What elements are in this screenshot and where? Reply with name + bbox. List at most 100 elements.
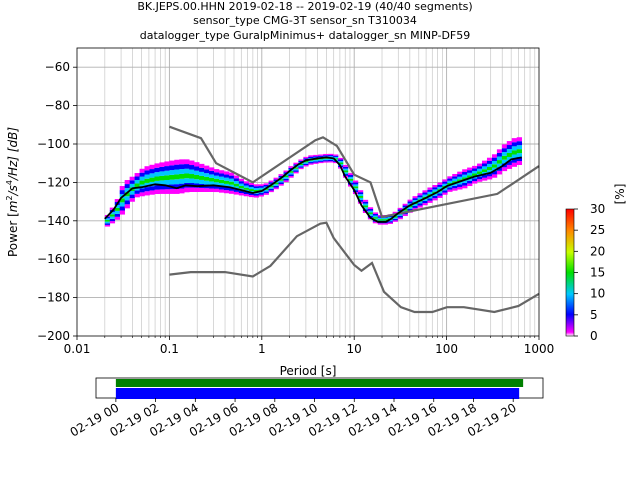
- ppsd-cell: [283, 180, 289, 183]
- ppsd-cell: [352, 188, 359, 191]
- ppsd-cell: [164, 161, 170, 167]
- ppsd-cell: [482, 163, 488, 167]
- ppsd-cell: [174, 189, 180, 194]
- ppsd-cell: [238, 183, 245, 186]
- ppsd-cell: [402, 209, 408, 211]
- x-tick-label: 100: [435, 342, 458, 356]
- ppsd-cell: [114, 213, 121, 217]
- ppsd-cell: [447, 182, 453, 186]
- ppsd-cell: [323, 155, 329, 157]
- ppsd-cell: [174, 184, 180, 190]
- ppsd-cell: [263, 184, 269, 187]
- ppsd-cell: [129, 198, 135, 202]
- ylabel-s: /s: [6, 185, 20, 196]
- ppsd-cell: [223, 174, 230, 178]
- ppsd-cell: [496, 149, 503, 153]
- ppsd-cell: [467, 180, 473, 184]
- ppsd-cell: [223, 177, 230, 181]
- ppsd-cell: [194, 187, 200, 192]
- ppsd-cell: [318, 155, 324, 157]
- ppsd-cell: [139, 188, 145, 193]
- ppsd-cell: [278, 180, 284, 183]
- ppsd-cell: [104, 221, 111, 224]
- ppsd-cell: [119, 186, 125, 191]
- ppsd-cell: [422, 198, 428, 201]
- ppsd-cell: [218, 176, 225, 180]
- ppsd-cell: [159, 189, 165, 194]
- ppsd-cell: [124, 192, 130, 197]
- ppsd-cell: [204, 169, 210, 174]
- y-axis-label: Power [m2/s4/Hz] [dB]: [5, 127, 20, 257]
- ppsd-cell: [129, 191, 135, 195]
- noise-model-nlnm: [169, 221, 540, 314]
- ppsd-cell: [352, 182, 359, 185]
- ppsd-cell: [184, 173, 190, 179]
- ppsd-cell: [238, 190, 245, 194]
- title-line-3: datalogger_type GuralpMinimus+ datalogge…: [140, 29, 471, 42]
- ppsd-cell: [288, 171, 294, 173]
- ppsd-cell: [258, 191, 264, 194]
- ppsd-cell: [174, 169, 180, 175]
- ppsd-cell: [362, 205, 369, 208]
- ppsd-cell: [184, 168, 190, 174]
- ppsd-cell: [516, 137, 523, 142]
- ppsd-cell: [119, 198, 125, 203]
- ppsd-cell: [372, 213, 379, 216]
- ppsd-cell: [417, 197, 423, 200]
- ppsd-cell: [432, 187, 438, 190]
- ppsd-cell: [442, 179, 448, 182]
- ppsd-cell: [114, 207, 121, 211]
- ppsd-cell: [204, 188, 210, 192]
- ppsd-cell: [189, 187, 195, 192]
- ppsd-cell: [472, 168, 478, 171]
- ppsd-cell: [209, 184, 215, 189]
- ppsd-cell: [362, 199, 369, 202]
- y-tick-label: −80: [45, 99, 70, 113]
- ppsd-cell: [228, 172, 235, 176]
- colorbar-label: [%]: [613, 184, 627, 205]
- ylabel-exp4: 4: [5, 180, 14, 185]
- ppsd-cell: [352, 180, 359, 183]
- ppsd-cell: [129, 180, 135, 184]
- ppsd-cell: [144, 178, 150, 183]
- ppsd-cell: [298, 164, 304, 167]
- ppsd-cell: [412, 204, 418, 206]
- ppsd-cell: [119, 206, 125, 211]
- ppsd-cell: [452, 181, 458, 184]
- ppsd-cell: [258, 184, 264, 187]
- ppsd-cell: [179, 164, 185, 170]
- ppsd-cell: [382, 219, 389, 221]
- ppsd-cell: [452, 183, 458, 186]
- ppsd-cell: [228, 184, 235, 188]
- ylabel-main: Power [: [6, 212, 20, 257]
- ppsd-cell: [467, 167, 473, 171]
- ppsd-cell: [218, 170, 225, 174]
- ppsd-cell: [273, 177, 279, 180]
- ppsd-cell: [417, 203, 423, 206]
- ppsd-cell: [377, 223, 384, 225]
- ppsd-cell: [427, 187, 433, 190]
- ppsd-cell: [228, 181, 235, 185]
- ppsd-cell: [253, 193, 259, 196]
- ppsd-cell: [501, 152, 508, 156]
- ppsd-cell: [427, 196, 433, 199]
- title-line-1: BK.JEPS.00.HHN 2019-02-18 -- 2019-02-19 …: [137, 0, 472, 13]
- ppsd-cell: [407, 201, 413, 204]
- ppsd-cell: [343, 170, 349, 173]
- ppsd-cell: [228, 190, 235, 194]
- ppsd-cell: [427, 191, 433, 195]
- ppsd-cell: [218, 183, 225, 187]
- ppsd-cell: [457, 176, 463, 180]
- ppsd-cell: [432, 195, 438, 199]
- ppsd-cell: [149, 177, 155, 182]
- ppsd-cell: [164, 179, 170, 185]
- ppsd-cell: [214, 188, 220, 193]
- ppsd-cell: [402, 205, 408, 208]
- ppsd-cell: [144, 174, 150, 179]
- ppsd-cell: [412, 200, 418, 203]
- ppsd-cell: [516, 145, 523, 150]
- ppsd-cell: [402, 214, 408, 217]
- colorbar-tick-label: 10: [590, 287, 605, 301]
- ppsd-cell: [209, 167, 215, 171]
